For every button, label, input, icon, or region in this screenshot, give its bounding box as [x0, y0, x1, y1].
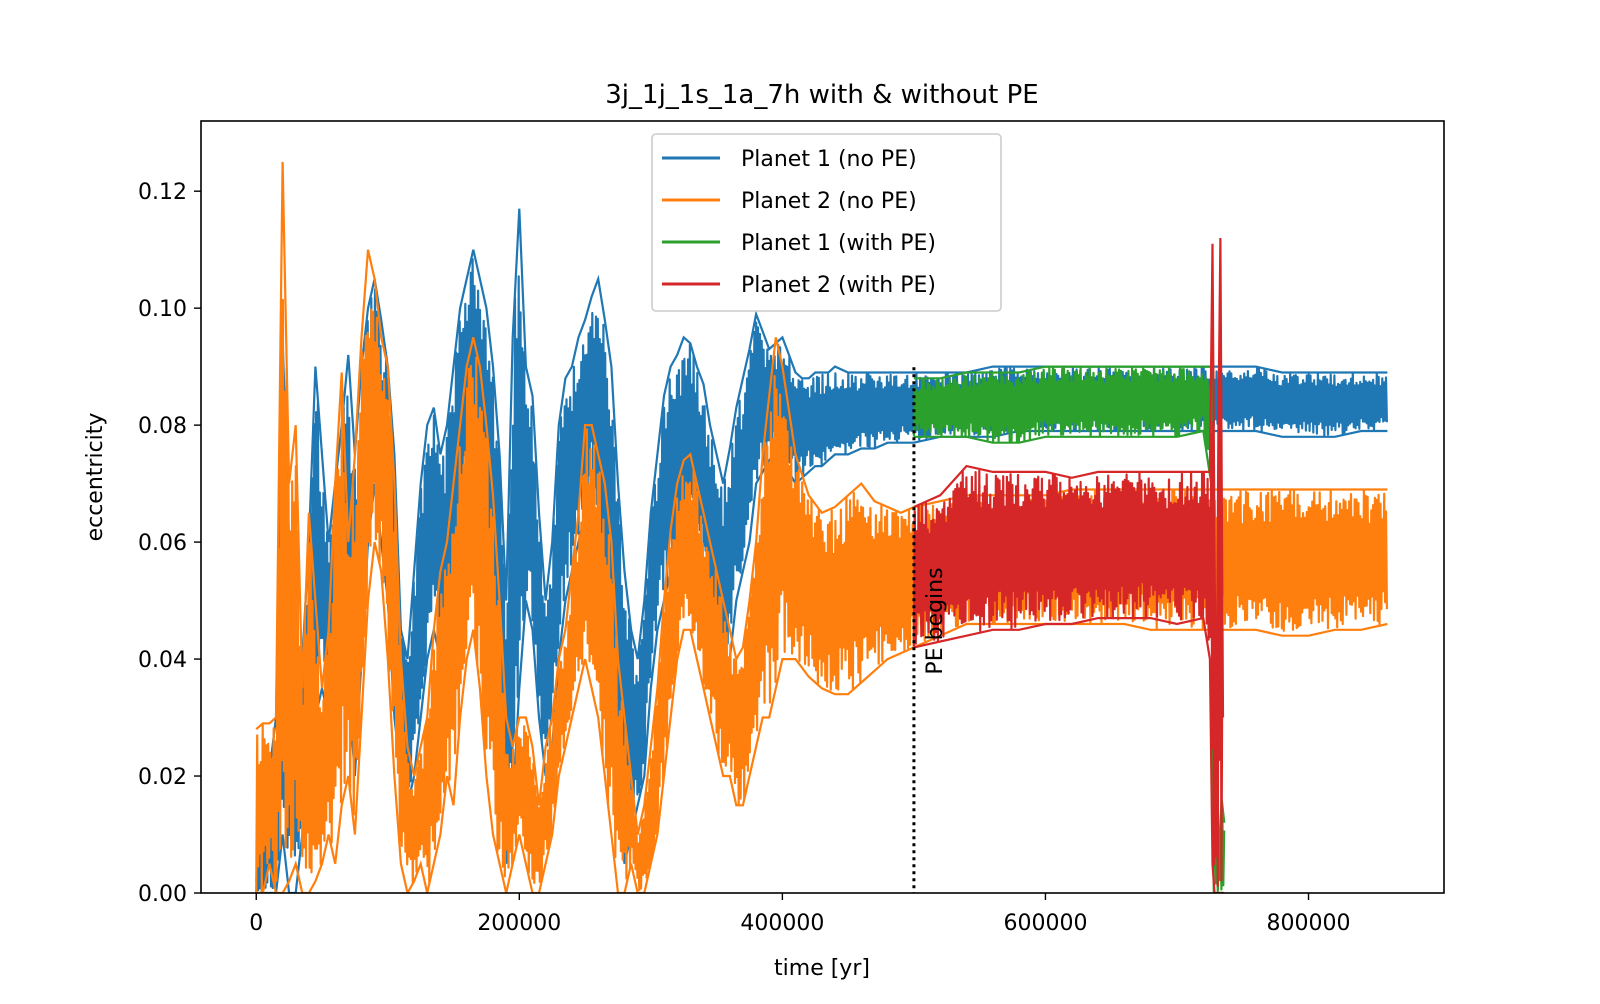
legend: Planet 1 (no PE) Planet 2 (no PE) Planet 1… — [651, 133, 1002, 312]
y-tick-label: 0.02 — [138, 765, 187, 790]
axes-frame — [200, 120, 1445, 894]
legend-label: Planet 2 (no PE) — [741, 189, 917, 214]
series-4 — [912, 237, 1225, 893]
y-tick-label: 0.12 — [138, 180, 187, 205]
x-tick-label: 800000 — [1267, 911, 1351, 936]
series-line — [912, 365, 1226, 893]
y-tick-label: 0.10 — [138, 297, 187, 322]
legend-item: Planet 1 (with PE) — [662, 231, 936, 256]
legend-label: Planet 1 (no PE) — [741, 147, 917, 172]
y-tick-label: 0.06 — [138, 531, 187, 556]
axes: 0 200000 400000 600000 800000 0.00 0.02 0.04 0.0… — [138, 120, 1445, 936]
pe-begins-label: PE begins — [923, 567, 948, 674]
x-axis-label: time [yr] — [774, 956, 870, 981]
legend-item: Planet 1 (no PE) — [662, 147, 917, 172]
series-line — [912, 387, 1224, 888]
legend-item: Planet 2 (no PE) — [662, 189, 917, 214]
legend-label: Planet 1 (with PE) — [741, 231, 936, 256]
y-tick-label: 0.04 — [138, 648, 187, 673]
x-tick-label: 400000 — [740, 911, 824, 936]
x-tick-label: 600000 — [1003, 911, 1087, 936]
x-tick-label: 0 — [249, 911, 263, 936]
legend-item: Planet 2 (with PE) — [662, 273, 936, 298]
series-group — [255, 161, 1388, 893]
y-axis-label: eccentricity — [83, 413, 108, 542]
legend-label: Planet 2 (with PE) — [741, 273, 936, 298]
x-tick-label: 200000 — [477, 911, 561, 936]
series-lower-envelope — [913, 616, 1223, 893]
series-upper-envelope — [913, 237, 1225, 777]
y-tick-label: 0.08 — [138, 414, 187, 439]
plot-area: PE begins — [255, 161, 1388, 893]
y-tick-label: 0.00 — [138, 882, 187, 907]
legend-box — [651, 133, 1002, 312]
chart-title: 3j_1j_1s_1a_7h with & without PE — [605, 80, 1038, 110]
series-lower-envelope — [913, 429, 1225, 893]
